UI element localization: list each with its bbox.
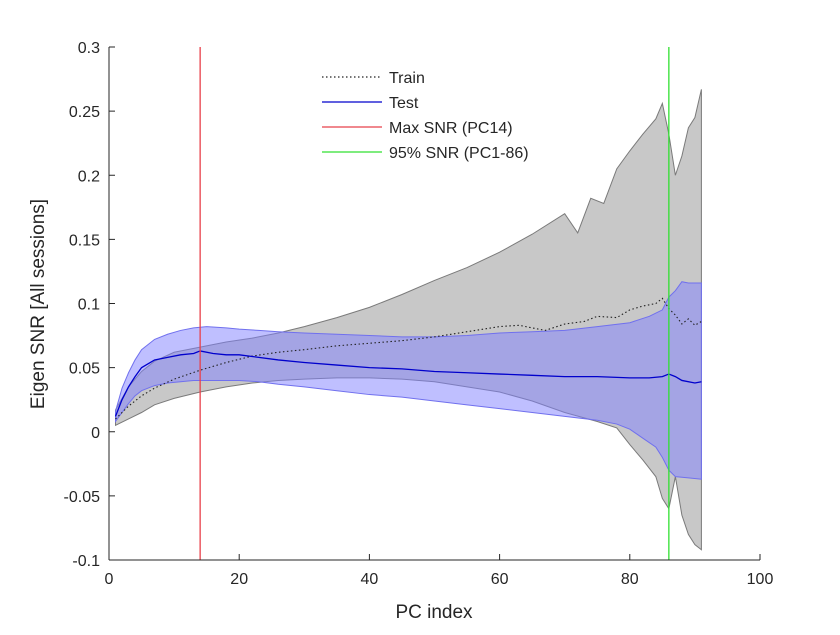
x-tick-label: 60 bbox=[491, 571, 509, 588]
legend-label-95-snr-pc1-86: 95% SNR (PC1-86) bbox=[389, 145, 529, 162]
x-tick-label: 40 bbox=[361, 571, 379, 588]
x-tick-label: 100 bbox=[747, 571, 774, 588]
y-tick-label: 0.25 bbox=[69, 104, 100, 121]
y-tick-label: 0 bbox=[91, 425, 100, 442]
y-tick-label: -0.05 bbox=[64, 489, 101, 506]
y-axis-label: Eigen SNR [All sessions] bbox=[28, 199, 49, 409]
legend-label-max-snr-pc14: Max SNR (PC14) bbox=[389, 120, 513, 137]
x-tick-label: 80 bbox=[621, 571, 639, 588]
x-tick-label: 0 bbox=[105, 571, 114, 588]
x-axis-label: PC index bbox=[395, 602, 473, 623]
axes: 0 20 40 60 80 100 -0.1 -0.05 0 0.05 0.1 0.15 0.2 0.25… bbox=[64, 40, 774, 588]
legend: Train Test Max SNR (PC14) 95% SNR (PC1-86) bbox=[322, 70, 529, 162]
y-tick-label: 0.1 bbox=[78, 297, 100, 314]
test-band bbox=[115, 281, 702, 480]
y-tick-label: 0.3 bbox=[78, 40, 100, 57]
y-tick-label: 0.2 bbox=[78, 168, 100, 185]
train-mean-line bbox=[115, 297, 702, 420]
test-mean-line bbox=[114, 350, 702, 417]
y-tick-label: 0.15 bbox=[69, 232, 100, 249]
x-tick-label: 20 bbox=[230, 571, 248, 588]
reference-lines bbox=[199, 47, 670, 560]
legend-label-train: Train bbox=[389, 70, 425, 87]
series-lines bbox=[114, 297, 702, 420]
y-tick-label: -0.1 bbox=[72, 553, 100, 570]
legend-label-test: Test bbox=[389, 95, 419, 112]
confidence-bands bbox=[115, 89, 702, 551]
y-tick-label: 0.05 bbox=[69, 361, 100, 378]
